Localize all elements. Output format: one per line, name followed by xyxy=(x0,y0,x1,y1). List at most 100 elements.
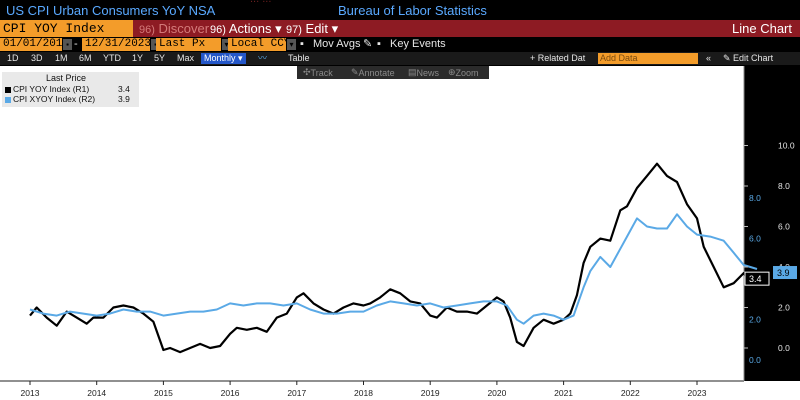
dropdown-icon: ▾ xyxy=(275,21,282,36)
series-line-cpi-yoy xyxy=(29,162,758,354)
edit-chart-button[interactable]: ✎ Edit Chart xyxy=(723,53,774,63)
periodicity-select[interactable]: Monthly ▾ xyxy=(201,53,246,64)
y-tick-label-r2: 8.0 xyxy=(749,193,761,203)
dropdown-icon: ▾ xyxy=(331,21,339,36)
x-tick-label: 2013 xyxy=(21,388,40,398)
edit-num: 97) xyxy=(286,24,302,36)
data-source: Bureau of Labor Statistics xyxy=(338,3,487,18)
chart-legend: Last Price CPI YOY Index (R1) 3.4 CPI XY… xyxy=(2,72,139,107)
range-bar: 1D 3D 1M 6M YTD 1Y 5Y Max Monthly ▾ 〰 Ta… xyxy=(0,52,800,65)
range-1y[interactable]: 1Y xyxy=(132,53,144,63)
actions-num: 96) xyxy=(210,24,226,36)
x-axis-strip xyxy=(0,381,800,400)
track-tool[interactable]: ✣ Track xyxy=(303,67,333,78)
pencil-icon[interactable]: ✎ xyxy=(363,38,373,50)
collapse-icon[interactable]: « xyxy=(706,53,712,63)
key-events-label[interactable]: Key Events xyxy=(390,38,446,50)
line-chart[interactable]: 0.02.04.06.08.010.00.02.04.06.08.03.43.9… xyxy=(0,66,800,400)
command-bar: CPI YOY Index 96) Discover 96) Actions ▾… xyxy=(0,20,800,37)
y-tick-label-r2: 6.0 xyxy=(749,234,761,244)
zoom-tool[interactable]: ⊕ Zoom xyxy=(448,67,479,78)
y-tick-label-r1: 8.0 xyxy=(778,181,790,191)
range-6m[interactable]: 6M xyxy=(79,53,92,63)
last-value-tag-r1 xyxy=(744,271,770,286)
range-max[interactable]: Max xyxy=(177,53,195,63)
edit-button[interactable]: 97) Edit ▾ xyxy=(286,21,338,36)
x-tick-label: 2015 xyxy=(154,388,173,398)
chart-type-label: Line Chart xyxy=(732,21,792,36)
last-value-label-r1: 3.4 xyxy=(749,274,762,284)
discover-label: Discover xyxy=(158,21,210,36)
actions-label: Actions xyxy=(228,21,272,36)
legend-value: 3.9 xyxy=(118,94,130,104)
right-axis-panel xyxy=(744,66,800,400)
y-tick-label-r1: 10.0 xyxy=(778,141,795,151)
track-label: Track xyxy=(310,68,333,78)
mov-avgs-checkbox-icon[interactable]: ▪ xyxy=(300,38,304,50)
y-tick-label-r1: 2.0 xyxy=(778,303,790,313)
currency-select[interactable]: Local CCY xyxy=(228,38,290,51)
range-3d[interactable]: 3D xyxy=(31,53,43,63)
x-tick-label: 2020 xyxy=(487,388,506,398)
last-value-label-r2: 3.9 xyxy=(777,268,790,278)
dropdown-icon[interactable]: ▾ xyxy=(222,39,231,50)
related-data-label: Related Dat xyxy=(537,53,586,63)
parameter-bar: 01/01/2013 ▪ - 12/31/2023 ▪ Last Px ▾ Lo… xyxy=(0,37,800,52)
edit-label: Edit xyxy=(305,21,328,36)
range-ytd[interactable]: YTD xyxy=(103,53,121,63)
y-tick-label-r1: 0.0 xyxy=(778,343,790,353)
legend-item: CPI YOY Index (R1) xyxy=(5,84,89,94)
range-1d[interactable]: 1D xyxy=(7,53,19,63)
y-tick-label-r2: 2.0 xyxy=(749,315,761,325)
legend-label: CPI XYOY Index (R2) xyxy=(13,94,96,104)
news-tool[interactable]: ▤ News xyxy=(408,67,440,78)
title-bar: ... ... US CPI Urban Consumers YoY NSA B… xyxy=(0,0,800,20)
y-tick-label-r2: 0.0 xyxy=(749,355,761,365)
dropdown-icon[interactable]: ▾ xyxy=(287,39,296,50)
chart-toolstrip: ✣ Track ✎ Annotate ▤ News ⊕ Zoom xyxy=(297,66,489,79)
calendar-icon[interactable]: ▪ xyxy=(63,39,72,50)
key-events-checkbox-icon[interactable]: ▪ xyxy=(377,38,381,50)
x-tick-label: 2019 xyxy=(421,388,440,398)
legend-header: Last Price xyxy=(46,73,87,83)
related-data-button[interactable]: + Related Dat xyxy=(530,53,586,63)
annotate-tool[interactable]: ✎ Annotate xyxy=(351,67,395,78)
price-field-select[interactable]: Last Px xyxy=(156,38,221,51)
legend-swatch xyxy=(5,86,11,93)
legend-item: CPI XYOY Index (R2) xyxy=(5,94,95,104)
x-tick-label: 2018 xyxy=(354,388,373,398)
ticker-field[interactable]: CPI YOY Index xyxy=(0,20,133,37)
calendar-icon[interactable]: ▪ xyxy=(151,39,160,50)
range-5y[interactable]: 5Y xyxy=(154,53,166,63)
x-tick-label: 2021 xyxy=(554,388,573,398)
periodicity-label: Monthly xyxy=(204,53,236,63)
series-line-cpi-xyoy xyxy=(29,213,758,325)
line-style-icon[interactable]: 〰 xyxy=(258,53,268,63)
x-tick-label: 2023 xyxy=(688,388,707,398)
end-date-field[interactable]: 12/31/2023 xyxy=(82,38,151,51)
annotate-label: Annotate xyxy=(358,68,395,78)
y-tick-label-r1: 6.0 xyxy=(778,222,790,232)
discover-button[interactable]: 96) Discover xyxy=(139,21,209,36)
security-title: US CPI Urban Consumers YoY NSA xyxy=(6,3,216,18)
plot-area xyxy=(0,66,744,381)
legend-value: 3.4 xyxy=(118,84,130,94)
ghost-text: ... ... xyxy=(250,0,271,5)
last-value-tag-r2 xyxy=(773,266,797,280)
discover-num: 96) xyxy=(139,24,155,36)
edit-chart-label: Edit Chart xyxy=(733,53,774,63)
range-1m[interactable]: 1M xyxy=(55,53,68,63)
add-data-input[interactable]: Add Data xyxy=(598,53,698,64)
x-tick-label: 2016 xyxy=(221,388,240,398)
actions-button[interactable]: 96) Actions ▾ xyxy=(210,21,282,36)
date-separator: - xyxy=(74,38,78,50)
x-tick-label: 2014 xyxy=(87,388,106,398)
zoom-label: Zoom xyxy=(455,68,479,78)
x-tick-label: 2017 xyxy=(287,388,306,398)
news-label: News xyxy=(416,68,440,78)
start-date-field[interactable]: 01/01/2013 xyxy=(0,38,69,51)
table-button[interactable]: Table xyxy=(288,53,310,63)
legend-swatch xyxy=(5,96,11,103)
mov-avgs-label[interactable]: Mov Avgs xyxy=(313,38,361,50)
legend-label: CPI YOY Index (R1) xyxy=(13,84,90,94)
